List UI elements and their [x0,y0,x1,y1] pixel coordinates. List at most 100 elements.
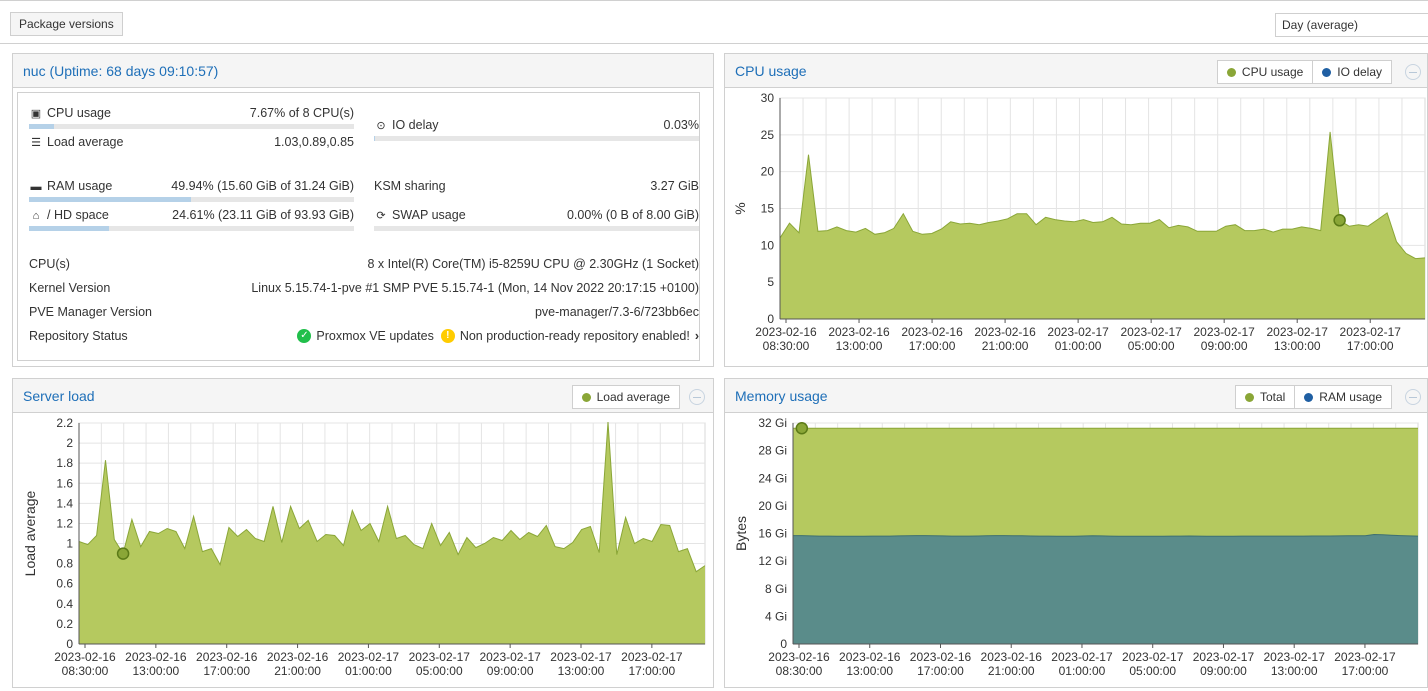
x-tick-label-time: 13:00:00 [1274,339,1321,353]
cpu-usage-legend: CPU usage IO delay [1217,60,1392,84]
cpu-usage-panel-header: CPU usage CPU usage IO delay [725,54,1427,88]
cpu-usage-chart: 0510152025302023-02-1608:30:002023-02-16… [725,88,1427,367]
x-tick-label-date: 2023-02-17 [621,650,683,664]
x-tick-label-date: 2023-02-16 [196,650,258,664]
x-tick-label-date: 2023-02-17 [1193,650,1255,664]
load-panel-collapse-icon[interactable] [689,389,705,405]
x-tick-label-date: 2023-02-16 [54,650,116,664]
legend-cpu-usage[interactable]: CPU usage [1218,61,1312,83]
y-tick-label: 15 [761,202,775,216]
y-tick-label: 1.4 [56,496,73,510]
kernel-version-value: Linux 5.15.74-1-pve #1 SMP PVE 5.15.74-1… [29,281,699,295]
pve-manager-version-value: pve-manager/7.3-6/723bb6ec [29,305,699,319]
legend-dot-cpu [1227,68,1236,77]
top-toolbar: Package versions Day (average) [0,0,1428,44]
legend-load-average[interactable]: Load average [573,386,679,408]
y-tick-label: 0 [767,312,774,326]
load-average-value: 1.03,0.89,0.85 [29,135,354,149]
legend-total[interactable]: Total [1236,386,1294,408]
cpu-usage-bar-fill [29,124,54,129]
x-tick-label-date: 2023-02-17 [1047,325,1109,339]
legend-ram-usage-text: RAM usage [1319,390,1382,404]
ram-usage-value: 49.94% (15.60 GiB of 31.24 GiB) [29,179,354,193]
y-tick-label: 24 Gi [758,471,787,485]
cpu-usage-bar [29,124,354,129]
legend-io-delay[interactable]: IO delay [1312,61,1391,83]
x-tick-label-time: 13:00:00 [558,664,605,678]
swap-usage-value: 0.00% (0 B of 8.00 GiB) [374,208,699,222]
x-tick-label-time: 09:00:00 [1200,664,1247,678]
x-tick-label-date: 2023-02-16 [755,325,817,339]
cpu-usage-value: 7.67% of 8 CPU(s) [29,106,354,120]
legend-total-text: Total [1260,390,1285,404]
x-tick-label-date: 2023-02-16 [125,650,187,664]
io-delay-bar [374,136,699,141]
y-tick-label: 0.4 [56,597,73,611]
x-tick-label-time: 13:00:00 [132,664,179,678]
x-tick-label-date: 2023-02-17 [338,650,400,664]
series-area-ram-usage [793,535,1418,645]
x-tick-label-date: 2023-02-16 [974,325,1036,339]
x-tick-label-time: 13:00:00 [836,339,883,353]
repository-status-label: Repository Status [29,329,128,343]
memory-usage-panel-header: Memory usage Total RAM usage [725,379,1427,413]
status-panel: nuc (Uptime: 68 days 09:10:57) ▣CPU usag… [12,53,714,367]
y-tick-label: 4 Gi [765,609,787,623]
x-tick-label-date: 2023-02-17 [1264,650,1326,664]
legend-io-delay-text: IO delay [1337,65,1382,79]
x-tick-label-date: 2023-02-16 [839,650,901,664]
x-tick-label-date: 2023-02-16 [910,650,972,664]
repo-ok-text: Proxmox VE updates [316,329,433,343]
y-tick-label: 0 [66,637,73,651]
y-tick-label: 1.2 [56,516,73,530]
cpu-panel-collapse-icon[interactable] [1405,64,1421,80]
x-tick-label-date: 2023-02-17 [1051,650,1113,664]
x-tick-label-time: 09:00:00 [487,664,534,678]
hover-marker [1334,215,1345,226]
memory-usage-panel-title: Memory usage [735,388,828,404]
x-tick-label-time: 17:00:00 [203,664,250,678]
memory-usage-legend: Total RAM usage [1235,385,1392,409]
x-tick-label-time: 01:00:00 [345,664,392,678]
x-tick-label-time: 21:00:00 [274,664,321,678]
x-tick-label-time: 05:00:00 [416,664,463,678]
y-tick-label: 8 Gi [765,582,787,596]
x-tick-label-time: 05:00:00 [1128,339,1175,353]
x-tick-label-date: 2023-02-16 [267,650,329,664]
x-tick-label-time: 08:30:00 [763,339,810,353]
status-panel-title: nuc (Uptime: 68 days 09:10:57) [23,63,218,79]
legend-dot-total [1245,393,1254,402]
x-tick-label-time: 01:00:00 [1059,664,1106,678]
server-load-legend: Load average [572,385,680,409]
y-tick-label: 0.6 [56,577,73,591]
y-tick-label: 0.2 [56,617,73,631]
legend-ram-usage[interactable]: RAM usage [1294,386,1391,408]
x-tick-label-time: 17:00:00 [1342,664,1389,678]
repo-warning-text: Non production-ready repository enabled! [460,329,690,343]
timeframe-select[interactable]: Day (average) [1275,13,1428,37]
package-versions-button[interactable]: Package versions [10,12,123,36]
x-tick-label-time: 17:00:00 [909,339,956,353]
memory-panel-collapse-icon[interactable] [1405,389,1421,405]
x-tick-label-date: 2023-02-17 [550,650,612,664]
y-tick-label: 20 Gi [758,499,787,513]
repository-status-value[interactable]: ✓ Proxmox VE updates ! Non production-re… [297,329,699,343]
y-axis-label: % [732,202,748,214]
y-tick-label: 32 Gi [758,416,787,430]
hd-space-bar-fill [29,226,109,231]
x-tick-label-date: 2023-02-16 [768,650,830,664]
x-tick-label-date: 2023-02-17 [1193,325,1255,339]
hd-space-bar [29,226,354,231]
x-tick-label-date: 2023-02-17 [1120,325,1182,339]
x-tick-label-time: 05:00:00 [1129,664,1176,678]
x-tick-label-date: 2023-02-16 [981,650,1043,664]
x-tick-label-time: 17:00:00 [628,664,675,678]
x-tick-label-time: 08:30:00 [776,664,823,678]
y-tick-label: 5 [767,275,774,289]
status-panel-header: nuc (Uptime: 68 days 09:10:57) [13,54,713,88]
